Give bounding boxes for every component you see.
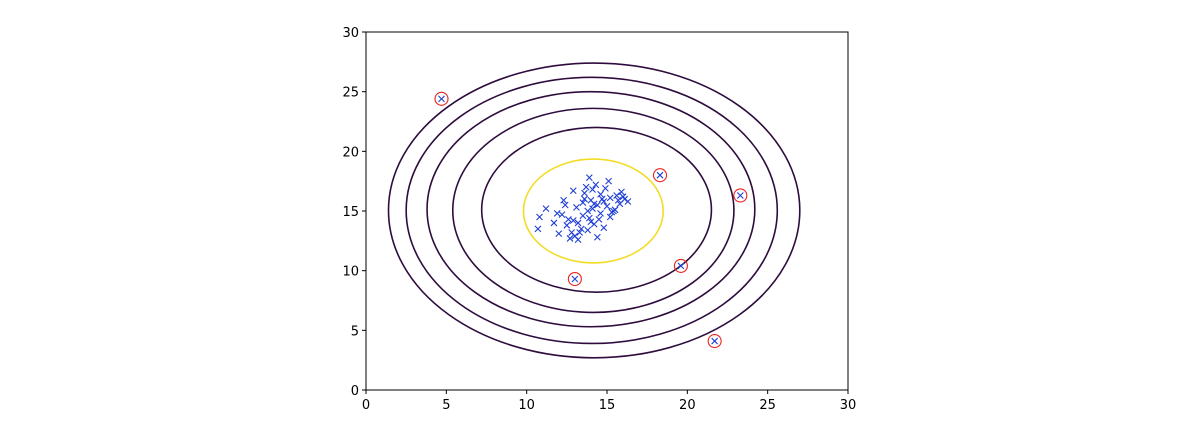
point: [574, 236, 582, 244]
x-tick-label: 15: [599, 398, 616, 413]
point: [711, 337, 719, 345]
point: [585, 214, 593, 222]
point: [677, 262, 685, 270]
contour: [426, 90, 756, 328]
point: [569, 217, 577, 224]
point: [593, 233, 601, 241]
contour: [405, 76, 779, 345]
point: [438, 95, 445, 103]
point: [624, 198, 632, 205]
point: [656, 171, 664, 179]
y-tick-label: 10: [342, 265, 359, 280]
point: [603, 202, 611, 210]
point: [576, 229, 584, 236]
point: [602, 184, 609, 192]
point: [592, 181, 600, 189]
point: [621, 195, 629, 203]
point: [560, 196, 568, 204]
point: [610, 207, 617, 215]
x-tick-label: 20: [679, 398, 696, 413]
y-tick-label: 30: [342, 26, 359, 41]
point: [563, 221, 571, 229]
x-tick-label: 25: [759, 398, 776, 413]
anomaly-ring: [673, 258, 688, 273]
point: [555, 230, 563, 238]
point: [613, 192, 621, 199]
contours: [387, 62, 801, 359]
point: [595, 215, 603, 223]
x-tick-label: 0: [362, 398, 370, 413]
point: [571, 275, 579, 283]
point: [618, 188, 625, 196]
point: [605, 177, 612, 185]
point: [606, 213, 614, 221]
plot-frame: [365, 31, 849, 391]
point: [550, 219, 558, 227]
point: [573, 204, 580, 211]
point: [569, 187, 577, 195]
contour: [480, 126, 713, 293]
point: [597, 190, 604, 198]
anomaly-ring: [707, 334, 722, 349]
anomaly-ring: [652, 168, 668, 183]
point: [542, 205, 550, 213]
anomaly-ring: [434, 91, 449, 106]
point: [589, 186, 596, 193]
point: [561, 201, 569, 209]
point: [584, 226, 592, 234]
point: [597, 209, 604, 217]
point: [598, 195, 606, 203]
anomaly-ring: [567, 271, 582, 287]
x-tick-label: 30: [840, 398, 857, 413]
point: [565, 215, 572, 223]
point: [534, 225, 542, 233]
point: [587, 218, 595, 226]
point: [566, 235, 574, 242]
point: [736, 192, 744, 199]
contour: [451, 107, 735, 314]
point: [590, 200, 598, 208]
plot-area: [387, 62, 801, 359]
point: [581, 189, 588, 197]
anomaly-ring: [733, 188, 748, 203]
y-tick-label: 25: [342, 86, 359, 101]
point: [581, 195, 588, 203]
contour: [522, 158, 665, 264]
point: [577, 225, 585, 233]
point: [553, 209, 561, 217]
contour: [387, 62, 801, 359]
point: [589, 205, 596, 213]
point: [579, 199, 587, 207]
point: [600, 224, 608, 232]
point: [574, 219, 582, 227]
y-tick-label: 15: [342, 205, 359, 220]
point: [606, 194, 614, 202]
point: [614, 196, 622, 204]
point: [584, 207, 592, 215]
x-tick-label: 5: [442, 398, 450, 413]
point: [585, 174, 593, 181]
point: [582, 183, 590, 191]
point: [558, 211, 566, 218]
y-tick-label: 5: [351, 324, 359, 339]
point: [536, 213, 543, 221]
y-tick-label: 0: [351, 384, 359, 399]
y-tick-label: 20: [342, 145, 359, 160]
x-tick-label: 10: [518, 398, 535, 413]
